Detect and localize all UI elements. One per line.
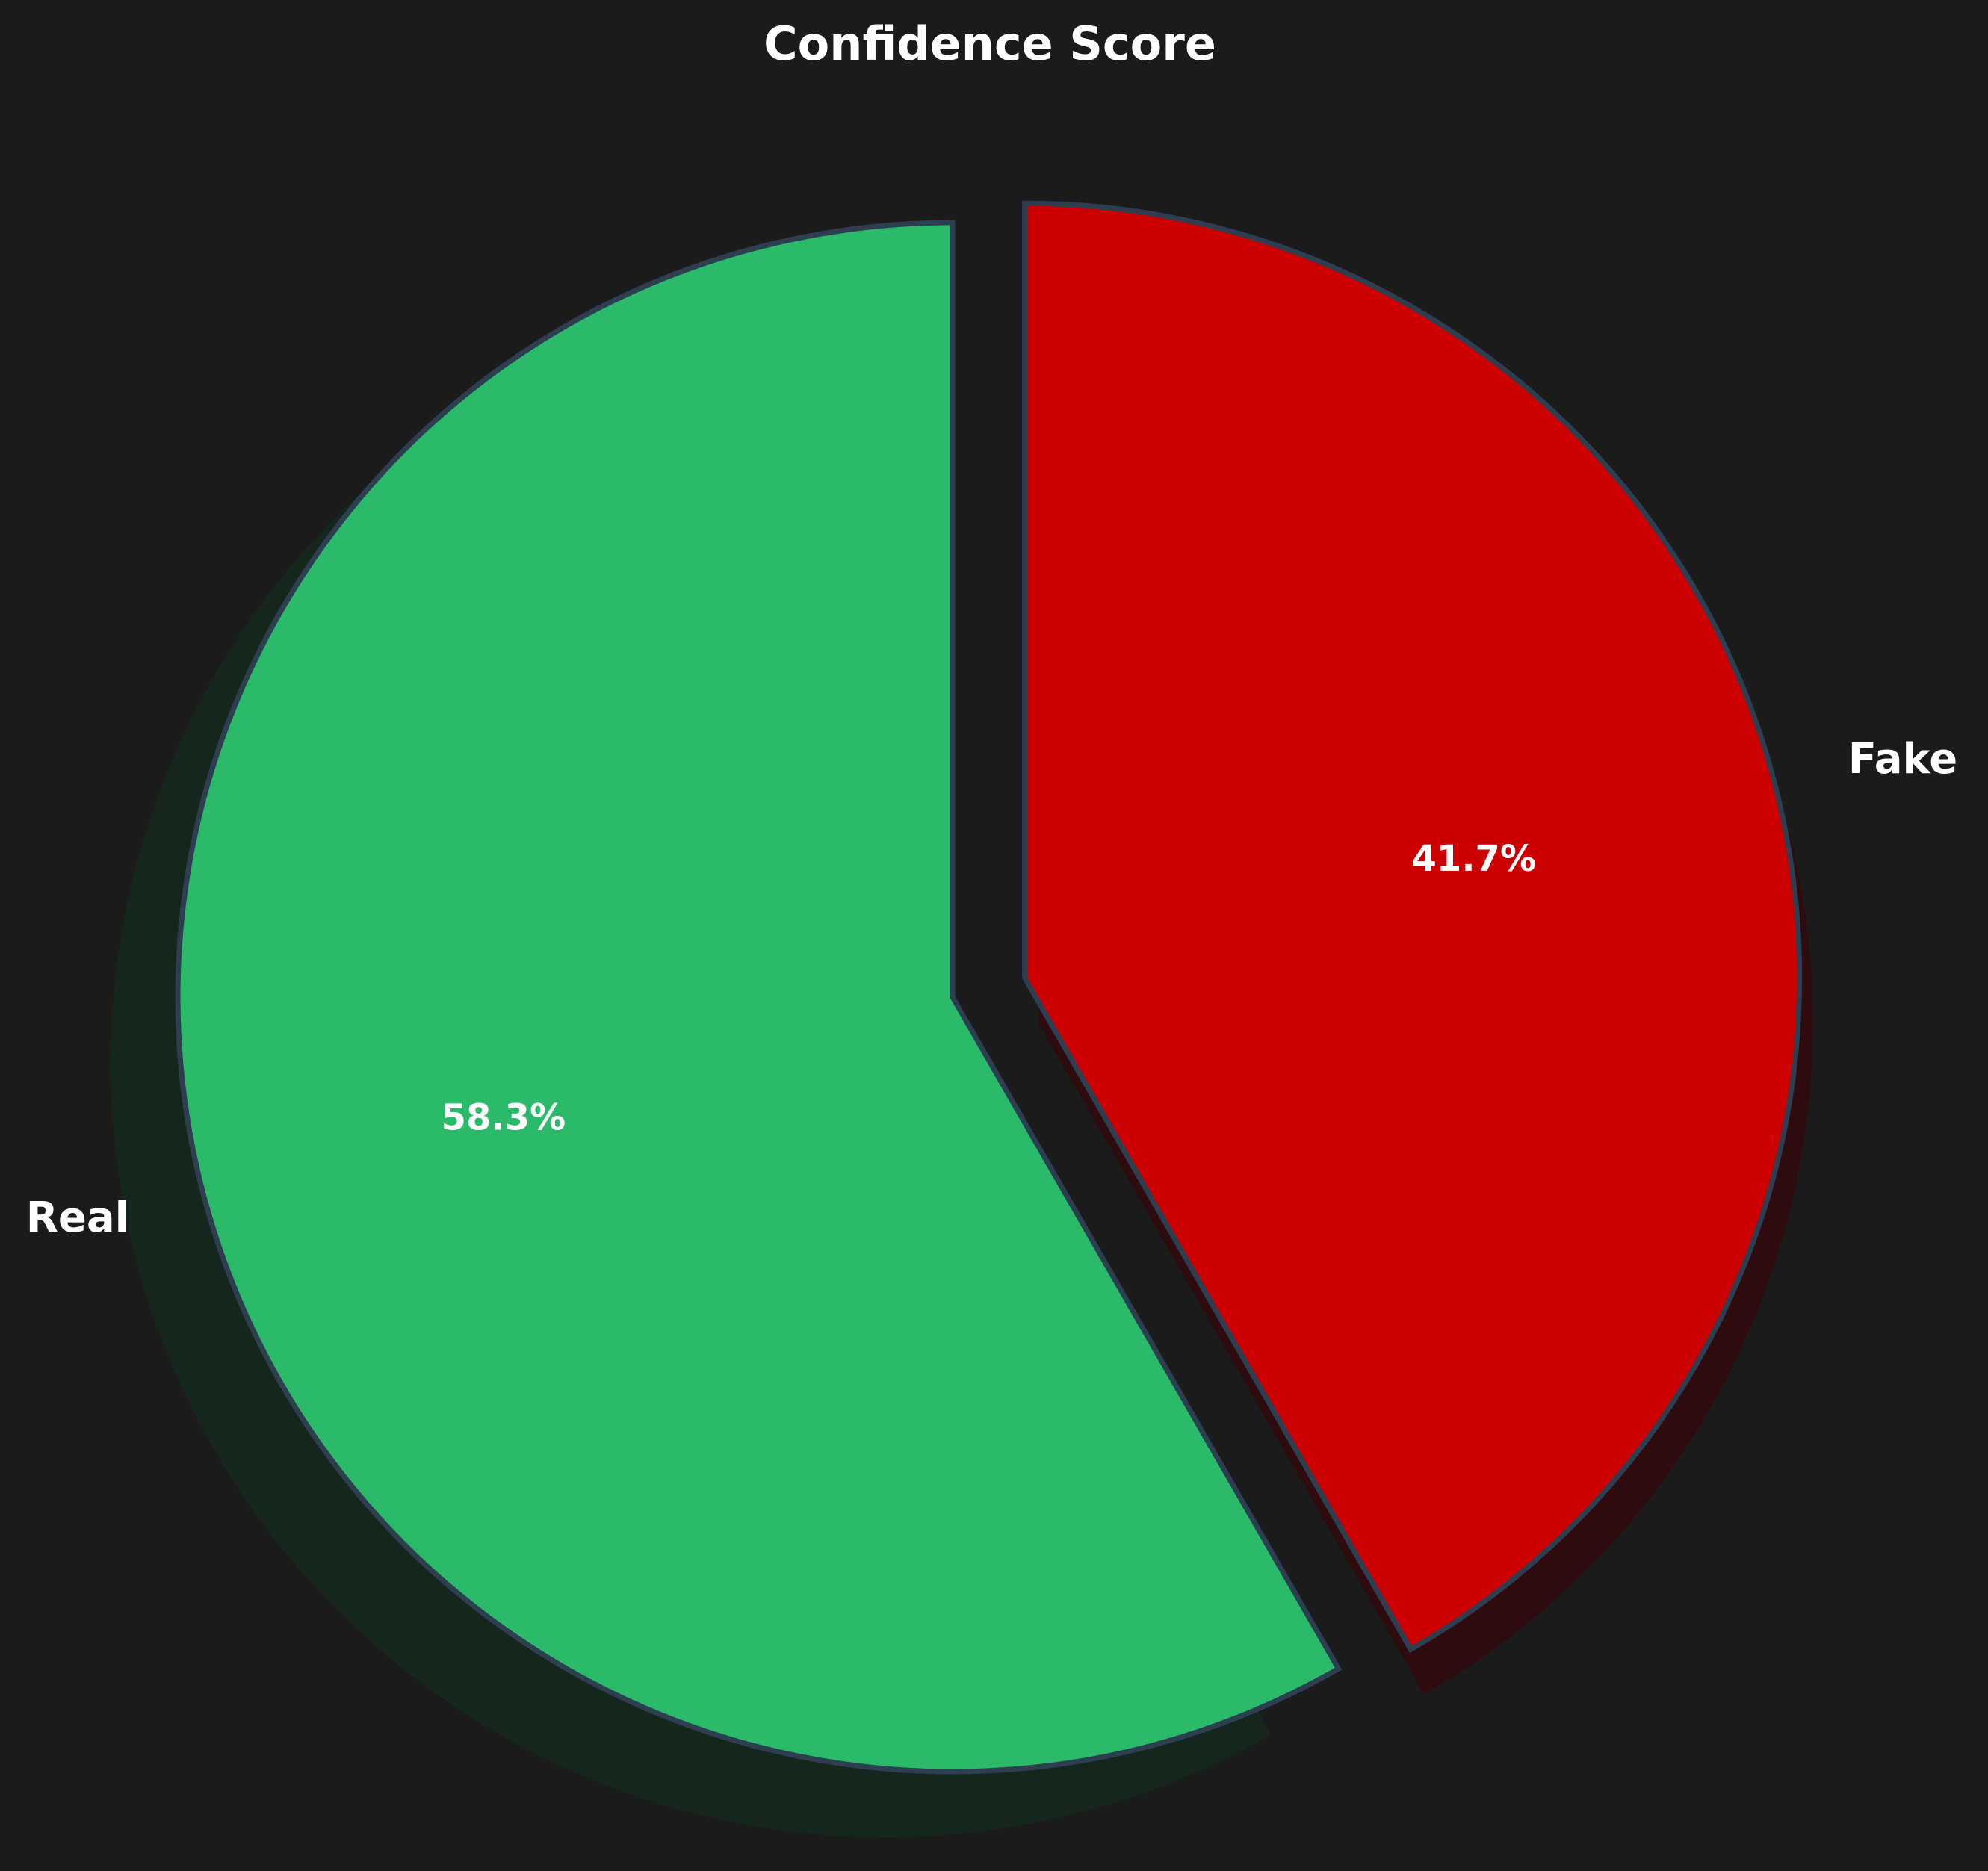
slice-label-fake: Fake — [1848, 735, 1957, 784]
chart-title: Confidence Score — [764, 16, 1216, 71]
slice-label-real: Real — [26, 1194, 129, 1242]
percent-label-fake: 41.7% — [1412, 838, 1537, 880]
slice-fake — [1022, 200, 1803, 1654]
slice-real — [175, 220, 1343, 1775]
pie-labels: Real 58.3% Fake 41.7% — [26, 735, 1957, 1242]
pie-slices — [175, 200, 1803, 1775]
percent-label-real: 58.3% — [442, 1096, 566, 1138]
